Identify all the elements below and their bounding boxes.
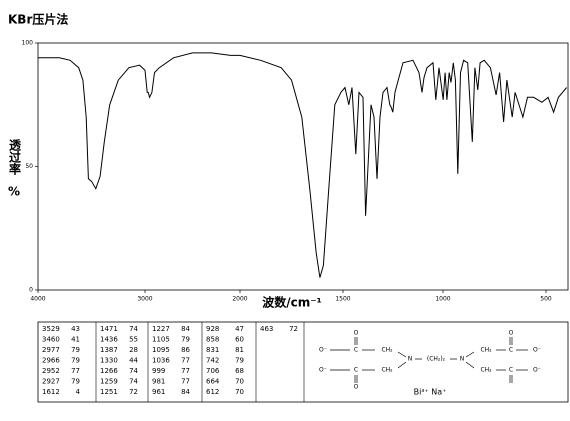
- peak-wavenumber: 831: [206, 346, 219, 354]
- peak-transmittance: 84: [181, 388, 190, 396]
- peak-wavenumber: 858: [206, 336, 219, 344]
- structure-atom: CH₂: [381, 347, 393, 354]
- structure-atom: CH₂: [480, 347, 492, 354]
- peak-wavenumber: 928: [206, 325, 219, 333]
- peak-wavenumber: 1105: [152, 336, 170, 344]
- peak-transmittance: 79: [71, 378, 80, 386]
- x-tick-label: 500: [540, 296, 552, 303]
- peak-transmittance: 77: [181, 367, 190, 375]
- peak-wavenumber: 664: [206, 378, 220, 386]
- peak-wavenumber: 1387: [100, 346, 118, 354]
- x-tick-label: 4000: [30, 296, 45, 303]
- peak-wavenumber: 1036: [152, 357, 170, 365]
- peak-wavenumber: 1266: [100, 367, 118, 375]
- plot-frame: [37, 42, 569, 291]
- peak-wavenumber: 999: [152, 367, 165, 375]
- x-axis-label: 波数/cm⁻¹: [262, 295, 322, 310]
- spectrum-line: [38, 52, 567, 278]
- peak-transmittance: 72: [129, 388, 138, 396]
- structure: O O⁻ C CH₂ N (CH₂)₂ N CH₂ C O⁻ O O⁻ C CH₂ CH₂ C O⁻ O: [319, 330, 541, 391]
- structure-atom: CH₂: [480, 367, 492, 374]
- peak-transmittance: 72: [289, 325, 298, 333]
- peak-table-frame: [37, 321, 569, 403]
- peak-wavenumber: 1436: [100, 336, 118, 344]
- peak-wavenumber: 3460: [42, 336, 60, 344]
- peak-transmittance: 44: [129, 357, 138, 365]
- structure-atom: O⁻: [319, 347, 327, 354]
- structure-atom: C: [354, 367, 358, 374]
- peak-transmittance: 79: [71, 357, 80, 365]
- structure-atom: O: [354, 330, 359, 337]
- peak-wavenumber: 981: [152, 378, 165, 386]
- x-tick-label: 1000: [435, 296, 450, 303]
- peak-transmittance: 47: [235, 325, 244, 333]
- counterions: Bi³⁺ Na⁺: [414, 388, 447, 397]
- peak-wavenumber: 1251: [100, 388, 118, 396]
- peak-transmittance: 4: [76, 388, 81, 396]
- peak-transmittance: 70: [235, 378, 244, 386]
- peak-transmittance: 86: [181, 346, 190, 354]
- peak-wavenumber: 612: [206, 388, 219, 396]
- peak-transmittance: 77: [181, 378, 190, 386]
- structure-atom: O⁻: [533, 367, 541, 374]
- peak-wavenumber: 1259: [100, 378, 118, 386]
- peak-wavenumber: 706: [206, 367, 220, 375]
- peak-transmittance: 68: [235, 367, 244, 375]
- peak-transmittance: 55: [129, 336, 138, 344]
- peak-transmittance: 41: [71, 336, 80, 344]
- peak-wavenumber: 2952: [42, 367, 60, 375]
- chart-title: KBr压片法: [8, 12, 68, 27]
- y-axis-label: 透过率: [8, 139, 22, 176]
- structure-atom: O⁻: [533, 347, 541, 354]
- peak-transmittance: 79: [181, 336, 190, 344]
- peak-wavenumber: 1612: [42, 388, 60, 396]
- y-tick-label: 50: [25, 163, 33, 170]
- x-tick-label: 2000: [232, 296, 247, 303]
- peak-wavenumber: 1471: [100, 325, 118, 333]
- structure-atom: (CH₂)₂: [427, 356, 446, 363]
- peak-transmittance: 77: [181, 357, 190, 365]
- structure-bonds: [330, 337, 528, 383]
- peak-transmittance: 74: [129, 325, 138, 333]
- peak-wavenumber: 463: [260, 325, 273, 333]
- x-tick-label: 1500: [335, 296, 350, 303]
- structure-atom: N: [460, 356, 465, 363]
- peak-transmittance: 84: [181, 325, 190, 333]
- peak-wavenumber: 961: [152, 388, 165, 396]
- peak-wavenumber: 1330: [100, 357, 118, 365]
- peak-transmittance: 77: [71, 367, 80, 375]
- structure-atom: O: [354, 384, 359, 391]
- peak-transmittance: 74: [129, 367, 138, 375]
- structure-atom: CH₂: [381, 367, 393, 374]
- peak-transmittance: 81: [235, 346, 244, 354]
- peak-wavenumber: 2927: [42, 378, 60, 386]
- peak-wavenumber: 3529: [42, 325, 60, 333]
- structure-atom: C: [509, 367, 513, 374]
- peak-table: 3529 43 3460 41 2977 79 2966 79 2952 77 2927 79 1612…: [42, 322, 305, 402]
- peak-wavenumber: 1227: [152, 325, 170, 333]
- peak-wavenumber: 2966: [42, 357, 60, 365]
- structure-atom: N: [408, 356, 413, 363]
- structure-atom: O: [509, 330, 514, 337]
- y-axis-unit: %: [8, 185, 20, 199]
- peak-transmittance: 28: [129, 346, 138, 354]
- peak-transmittance: 79: [71, 346, 80, 354]
- peak-wavenumber: 1095: [152, 346, 170, 354]
- x-tick-label: 3000: [137, 296, 152, 303]
- peak-transmittance: 60: [235, 336, 244, 344]
- peak-transmittance: 70: [235, 388, 244, 396]
- y-tick-label: 0: [29, 287, 33, 294]
- structure-atom: C: [509, 347, 513, 354]
- y-tick-label: 100: [22, 40, 34, 47]
- peak-wavenumber: 742: [206, 357, 219, 365]
- peak-wavenumber: 2977: [42, 346, 60, 354]
- peak-transmittance: 43: [71, 325, 80, 333]
- peak-transmittance: 79: [235, 357, 244, 365]
- structure-atom: C: [354, 347, 358, 354]
- peak-transmittance: 74: [129, 378, 138, 386]
- structure-atom: O⁻: [319, 367, 327, 374]
